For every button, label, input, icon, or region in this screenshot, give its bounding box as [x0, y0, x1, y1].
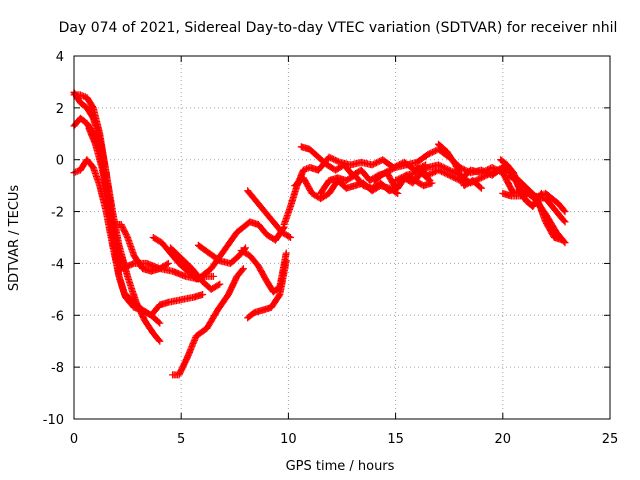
series-track-26 [505, 171, 545, 210]
series-track-14 [244, 257, 290, 322]
data-points [70, 88, 569, 379]
x-tick-label: 0 [70, 432, 78, 447]
x-tick-label: 25 [602, 432, 619, 447]
series-markers [244, 187, 294, 241]
y-tick-label: -6 [51, 309, 64, 324]
series-track-10 [167, 244, 224, 293]
y-tick-label: -10 [43, 413, 64, 428]
series-track-6 [85, 125, 127, 267]
plot-frame [73, 55, 611, 420]
y-tick-label: -8 [51, 361, 64, 376]
series-track-4 [70, 88, 164, 345]
series-markers [505, 171, 545, 210]
series-track-8 [111, 221, 172, 275]
series-markers [85, 125, 127, 267]
series-track-15 [244, 187, 294, 241]
y-tick-label: 4 [56, 50, 64, 65]
x-axis-label: GPS time / hours [286, 459, 395, 474]
series-track-23 [435, 140, 485, 192]
series-markers [499, 189, 567, 244]
x-tick-label: 5 [177, 432, 185, 447]
x-tick-label: 15 [387, 432, 404, 447]
series-markers [435, 140, 485, 192]
x-tick-label: 20 [495, 432, 512, 447]
series-track-7 [122, 291, 207, 319]
series-markers [122, 291, 207, 319]
grid [74, 56, 610, 419]
y-tick-label: 2 [56, 102, 64, 117]
x-tick-label: 10 [280, 432, 297, 447]
y-axis-label: SDTVAR / TECUs [7, 185, 22, 292]
series-markers [70, 88, 164, 345]
series-markers [244, 257, 290, 322]
series-track-25 [499, 189, 567, 244]
y-tick-label: -2 [51, 206, 64, 221]
y-tick-label: -4 [51, 257, 64, 272]
series-track-11 [169, 265, 247, 379]
series-markers [111, 221, 172, 275]
series-markers [169, 265, 247, 379]
chart-title: Day 074 of 2021, Sidereal Day-to-day VTE… [59, 20, 618, 36]
series-markers [167, 244, 224, 293]
y-tick-label: 0 [56, 154, 64, 169]
